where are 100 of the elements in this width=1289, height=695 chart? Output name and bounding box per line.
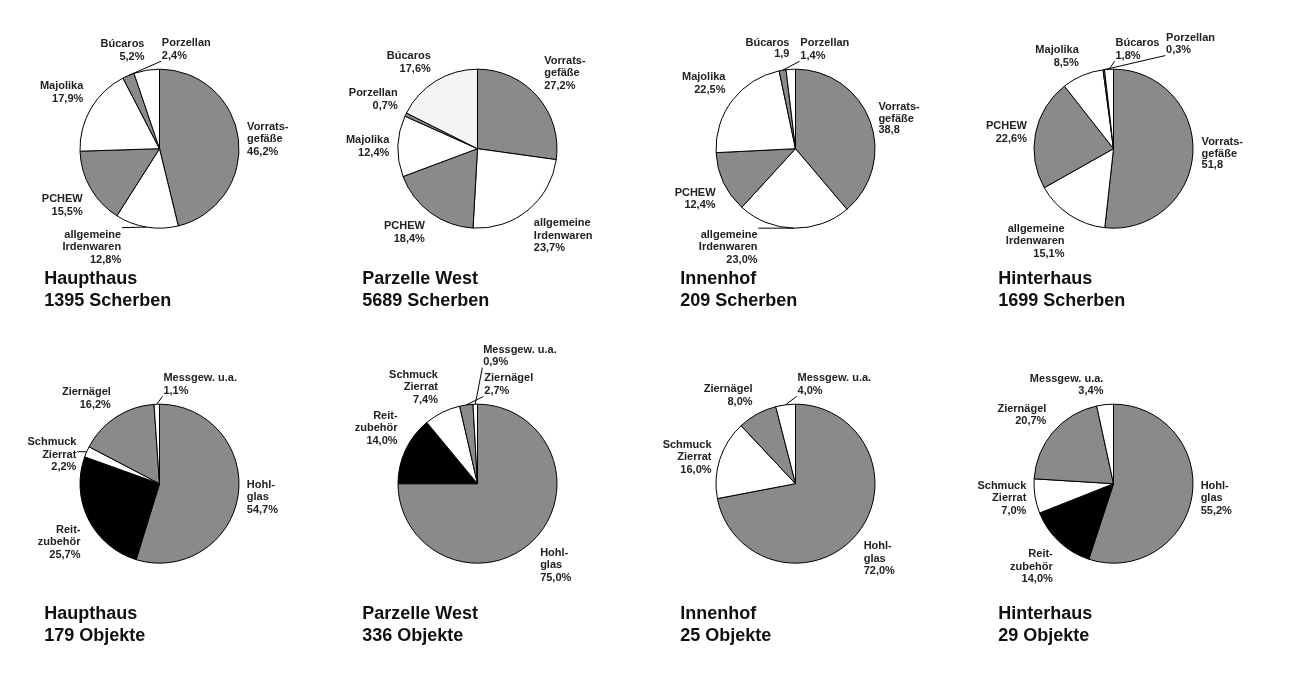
slice-label: Búcaros — [100, 37, 145, 50]
data-label: 16,0% — [680, 462, 712, 475]
slice-label: Búcaros — [1115, 36, 1160, 49]
data-label: 2,4% — [161, 48, 188, 61]
data-label: 23,0% — [726, 252, 758, 265]
slice-label: Messgew. u.a. — [797, 371, 872, 384]
slice-label: Messgew. u.a. — [483, 342, 557, 355]
slice-label: Porzellan — [161, 36, 212, 49]
text: Parzelle West — [362, 267, 478, 288]
text: Innenhof — [680, 602, 758, 623]
slice-label: Schmuck Zierrat — [977, 478, 1028, 504]
data-label: 12,4% — [684, 198, 716, 211]
slice-label: Búcaros — [386, 49, 431, 62]
slice-label: Ziernägel — [61, 385, 111, 398]
slice-label: Vorrats- gefäße — [247, 119, 289, 145]
text: Innenhof — [680, 267, 758, 288]
slice-label: Majolika — [345, 133, 391, 146]
data-label: 18,4% — [393, 231, 426, 244]
slice-label: Reit- zubehör — [37, 522, 82, 548]
data-label: 14,0% — [366, 433, 398, 446]
text: 179 Objekte — [44, 624, 146, 645]
data-label: 55,2% — [1200, 503, 1233, 516]
slice-label: PCHEW — [985, 119, 1028, 132]
slice-label: Hohl- glas — [1200, 478, 1230, 504]
data-label: 54,7% — [246, 502, 279, 515]
slice-label: PCHEW — [41, 192, 84, 204]
slice-label: Hohl- glas — [246, 477, 276, 503]
data-label: 25,7% — [49, 547, 81, 560]
data-label: 1,9 — [774, 46, 790, 59]
data-label: 5,2% — [119, 49, 145, 62]
slice-label: allgemeine Irdenwaren — [1005, 221, 1065, 247]
slice-label: Majolika — [39, 79, 85, 92]
text: Hinterhaus — [998, 267, 1093, 288]
slice-label: Ziernägel — [484, 371, 534, 384]
data-label: 46,2% — [247, 144, 279, 157]
slice-label: Ziernägel — [997, 401, 1047, 414]
slice-label: allgemeine Irdenwaren — [698, 227, 758, 253]
data-label: 0,3% — [1166, 43, 1192, 56]
data-label: 15,5% — [51, 204, 83, 217]
data-label: 4,0% — [797, 383, 823, 396]
text: Hinterhaus — [998, 602, 1093, 623]
data-label: 0,9% — [483, 355, 509, 368]
data-label: 7,4% — [412, 392, 439, 405]
data-label: 0,7% — [372, 98, 398, 111]
slice-label: Messgew. u.a. — [1029, 371, 1104, 384]
slice-label: Ziernägel — [703, 382, 753, 395]
data-label: 12,4% — [358, 145, 390, 158]
data-label: 72,0% — [863, 564, 896, 577]
data-label: 17,6% — [399, 61, 431, 74]
slice-label: PCHEW — [383, 219, 426, 232]
text: 29 Objekte — [998, 624, 1090, 645]
slice-label: Schmuck Zierrat — [389, 367, 439, 393]
slice-label: Porzellan — [1166, 30, 1216, 43]
slice-label: Hohl- glas — [863, 539, 893, 564]
data-label: 27,2% — [544, 78, 576, 91]
slice-label: Porzellan — [800, 36, 850, 49]
text: 336 Objekte — [362, 624, 464, 645]
slice-label: Majolika — [1035, 43, 1080, 56]
slice-label: Vorrats- gefäße — [878, 99, 921, 125]
text: Haupthaus — [44, 602, 138, 623]
text: 1395 Scherben — [44, 289, 172, 310]
data-label: 15,1% — [1033, 246, 1065, 259]
data-label: 2,2% — [51, 460, 77, 473]
data-label: 3,4% — [1078, 384, 1104, 397]
data-label: 22,6% — [995, 131, 1028, 144]
data-label: 16,2% — [79, 397, 112, 410]
data-label: 75,0% — [540, 570, 572, 583]
data-label: 17,9% — [52, 91, 84, 104]
data-label: 1,8% — [1115, 48, 1141, 61]
slice-label: Messgew. u.a. — [163, 371, 237, 384]
data-label: 2,7% — [484, 383, 510, 396]
text: 209 Scherben — [680, 289, 798, 310]
slice-label: Porzellan — [348, 86, 398, 99]
data-label: 20,7% — [1015, 414, 1047, 427]
text: 5689 Scherben — [362, 289, 490, 310]
data-label: 14,0% — [1021, 572, 1053, 585]
data-label: 22,5% — [694, 82, 726, 95]
text: Haupthaus — [44, 267, 138, 288]
data-label: 23,7% — [533, 241, 566, 254]
data-label: 8,5% — [1053, 55, 1079, 68]
slice-label: allgemeine Irdenwaren — [533, 216, 593, 241]
slice-label: PCHEW — [674, 185, 717, 198]
slice-label: Búcaros — [745, 36, 790, 49]
data-label: 12,8% — [90, 252, 122, 265]
slice-label: Reit- zubehör — [1010, 547, 1054, 572]
text: 1699 Scherben — [998, 289, 1126, 310]
data-label: 1,4% — [800, 48, 826, 61]
slice-label: Schmuck Zierrat — [662, 437, 713, 463]
text: 25 Objekte — [680, 624, 772, 645]
slice-label: Hohl- glas — [540, 545, 569, 571]
slice-label: allgemeine Irdenwaren — [62, 227, 122, 253]
slice-label: Vorrats- gefäße — [1201, 134, 1244, 160]
slice-label: Reit- zubehör — [354, 408, 399, 434]
slice-label: Schmuck Zierrat — [27, 435, 78, 460]
slice-label: Vorrats- gefäße — [544, 53, 586, 79]
text: Parzelle West — [362, 602, 478, 623]
data-label: 7,0% — [1001, 503, 1027, 516]
slice-label: Majolika — [682, 70, 727, 83]
data-label: 8,0% — [727, 394, 753, 407]
data-label: 1,1% — [163, 383, 189, 396]
